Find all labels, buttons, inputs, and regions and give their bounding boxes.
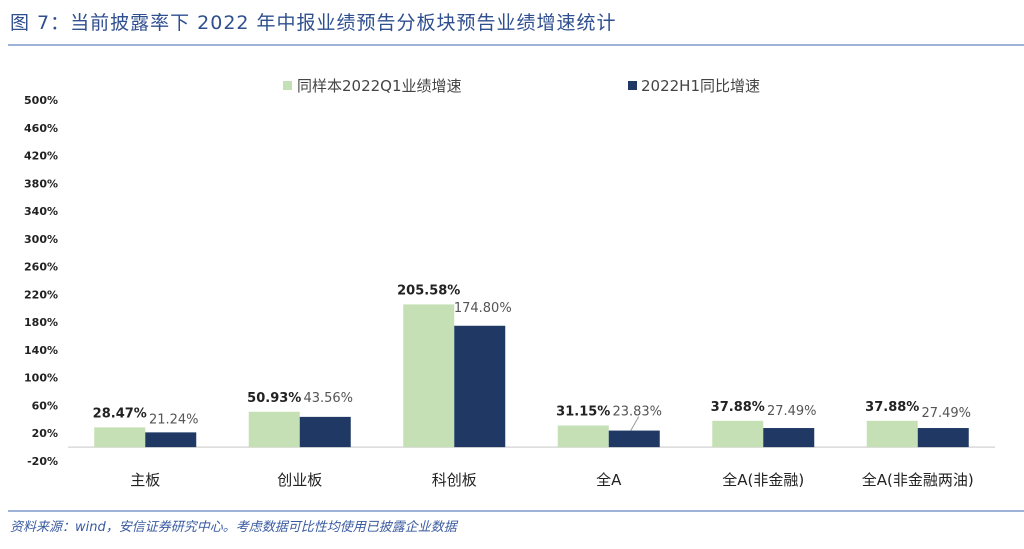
value-label-series2: 23.83% <box>612 404 662 419</box>
bar-series2 <box>145 432 197 448</box>
y-tick-label: 260% <box>24 261 58 274</box>
x-category-label: 主板 <box>130 471 160 489</box>
y-tick-label: 460% <box>24 122 58 135</box>
bar-series2 <box>454 325 506 448</box>
legend-swatch-series1 <box>283 81 292 90</box>
bar-series2 <box>917 428 969 448</box>
bar-series2 <box>608 430 660 448</box>
y-tick-label: 140% <box>24 344 58 357</box>
label-leader-line <box>630 416 640 431</box>
x-category-label: 科创板 <box>432 471 477 489</box>
y-tick-label: 180% <box>24 316 58 329</box>
value-label-series2: 27.49% <box>921 406 971 421</box>
y-tick-label: 60% <box>32 399 58 412</box>
value-label-series1: 37.88% <box>865 400 919 415</box>
source-note: 资料来源：wind，安信证券研究中心。考虑数据可比性均使用已披露企业数据 <box>10 520 457 535</box>
value-label-series2: 174.80% <box>454 301 512 316</box>
y-tick-label: 100% <box>24 372 58 385</box>
x-category-label: 全A <box>596 471 622 489</box>
bar-series1 <box>94 427 146 448</box>
value-label-series1: 50.93% <box>247 391 301 406</box>
value-label-series2: 21.24% <box>149 412 199 427</box>
bar-series2 <box>763 428 815 448</box>
bar-chart: 500% 460% 420% 380% 340% 300% 260% 220% 180% 140%… <box>24 77 995 489</box>
y-tick-label: 220% <box>24 288 58 301</box>
figure-title: 图 7：当前披露率下 2022 年中报业绩预告分板块预告业绩增速统计 <box>10 12 617 34</box>
y-tick-label: 300% <box>24 233 58 246</box>
x-category-label: 创业板 <box>277 471 322 489</box>
y-tick-label: 500% <box>24 94 58 107</box>
value-label-series1: 205.58% <box>397 283 460 298</box>
y-tick-label: 420% <box>24 150 58 163</box>
bar-series1 <box>557 425 609 448</box>
value-label-series1: 28.47% <box>93 406 147 421</box>
bar-series1 <box>866 420 918 448</box>
y-tick-label: -20% <box>27 455 58 468</box>
y-tick-label: 340% <box>24 205 58 218</box>
bar-series2 <box>299 416 351 448</box>
source-divider <box>8 510 1024 512</box>
y-tick-label: 380% <box>24 177 58 190</box>
bar-series1 <box>712 420 764 448</box>
legend-label-series1: 同样本2022Q1业绩增速 <box>297 77 462 95</box>
x-category-label: 全A(非金融) <box>722 471 804 489</box>
value-label-series1: 37.88% <box>711 400 765 415</box>
bar-series1 <box>403 304 455 448</box>
x-category-label: 全A(非金融两油) <box>862 471 974 489</box>
legend-swatch-series2 <box>628 81 637 90</box>
bar-series1 <box>248 411 300 448</box>
value-label-series1: 31.15% <box>556 404 610 419</box>
value-label-series2: 43.56% <box>303 391 353 406</box>
legend-label-series2: 2022H1同比增速 <box>641 77 760 95</box>
title-divider <box>8 44 1024 46</box>
value-label-series2: 27.49% <box>767 404 817 419</box>
y-tick-label: 20% <box>32 427 58 440</box>
